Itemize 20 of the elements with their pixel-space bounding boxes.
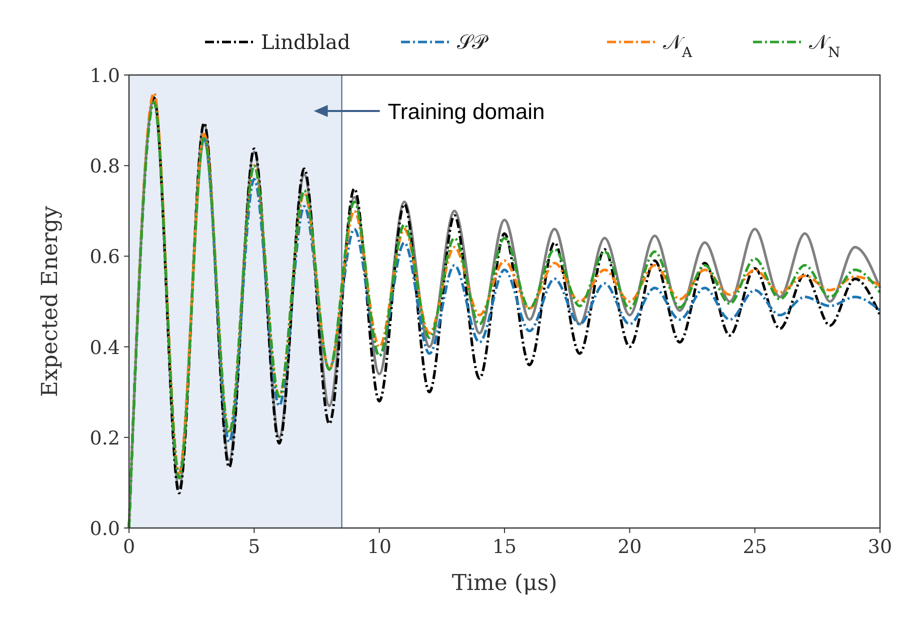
x-tick-label: 30	[868, 536, 892, 558]
y-tick-label: 0.0	[90, 518, 120, 540]
y-tick-label: 0.6	[90, 246, 120, 268]
legend-label: 𝒩$_{A}$	[663, 30, 693, 61]
y-tick-label: 0.2	[90, 427, 120, 450]
legend-label: 𝒮𝒫	[457, 30, 489, 54]
y-axis-title: Expected Energy	[38, 205, 63, 398]
x-tick-label: 10	[367, 536, 392, 558]
x-tick-label: 5	[248, 536, 260, 558]
x-tick-label: 0	[122, 536, 136, 558]
y-tick-label: 0.4	[90, 336, 120, 359]
legend-label: 𝒩$_{N}$	[809, 30, 840, 61]
x-tick-label: 15	[492, 536, 517, 558]
x-tick-label: 25	[742, 536, 767, 558]
x-axis-title: Time (μs)	[452, 571, 558, 596]
legend-label: Lindblad	[261, 30, 350, 54]
y-tick-label: 1.0	[90, 65, 120, 87]
x-tick-label: 20	[618, 536, 642, 558]
band-label: Training domain	[388, 99, 545, 124]
y-tick-label: 0.8	[90, 156, 120, 178]
